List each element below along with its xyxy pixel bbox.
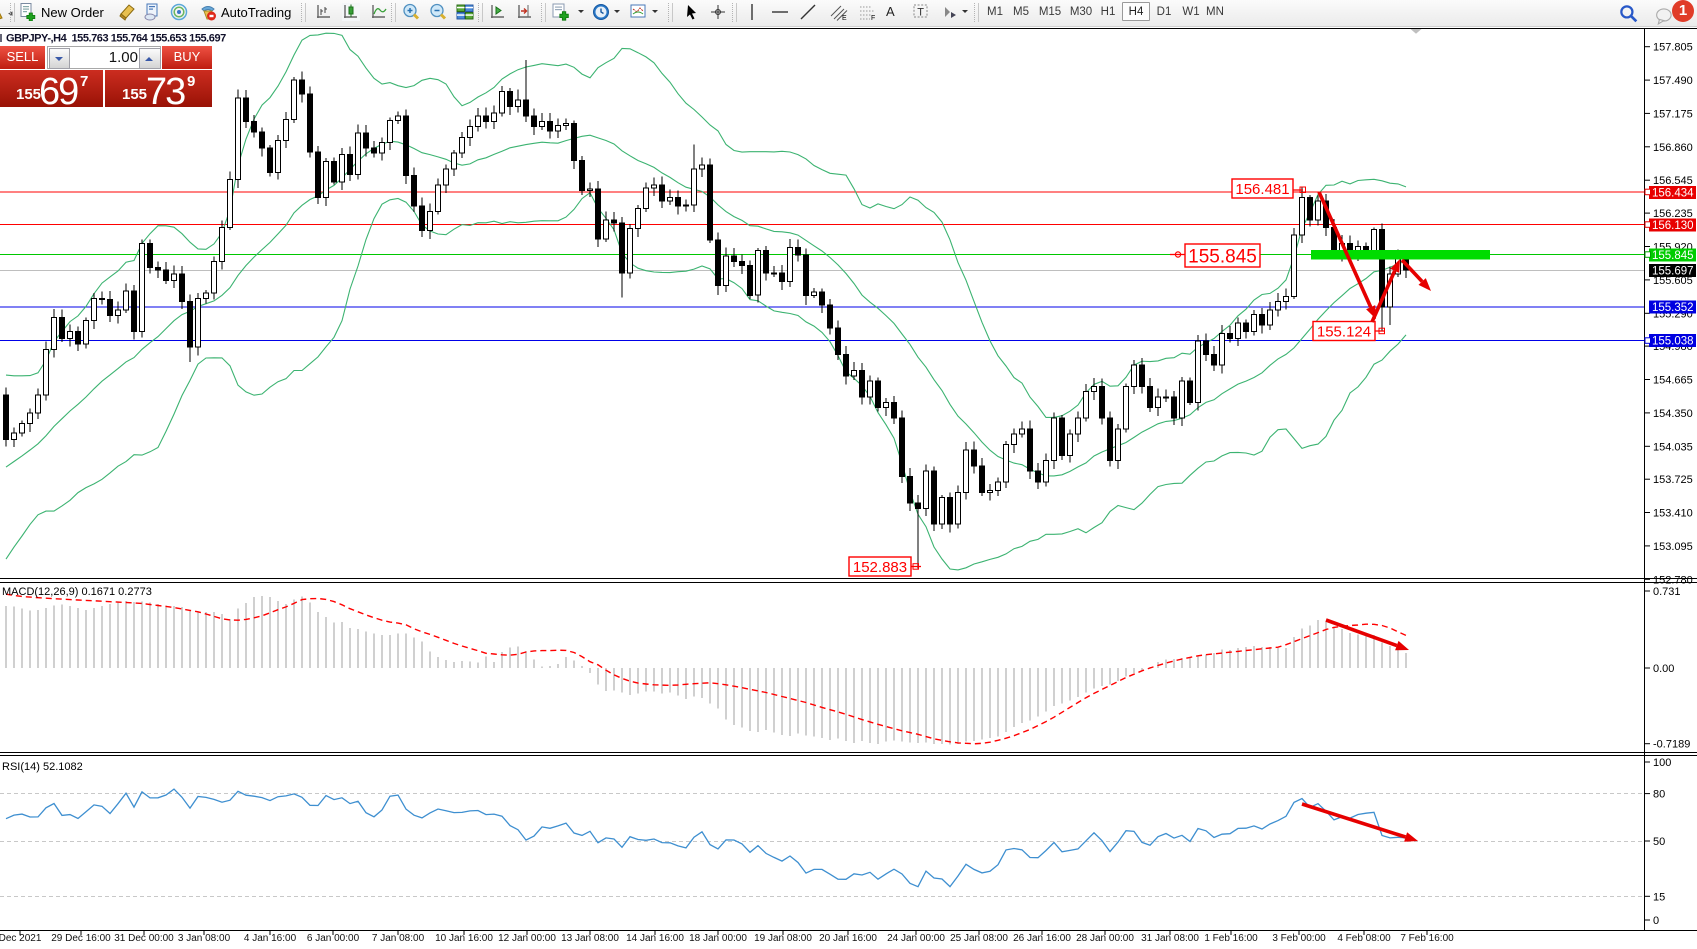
svg-text:31 Dec 00:00: 31 Dec 00:00 xyxy=(114,933,174,944)
svg-text:0.00: 0.00 xyxy=(1653,663,1674,675)
svg-text:4 Feb 08:00: 4 Feb 08:00 xyxy=(1337,933,1391,944)
svg-text:0: 0 xyxy=(1653,915,1659,927)
svg-text:156.481: 156.481 xyxy=(1235,181,1289,198)
svg-text:12 Jan 00:00: 12 Jan 00:00 xyxy=(498,933,556,944)
svg-text:31 Jan 08:00: 31 Jan 08:00 xyxy=(1141,933,1199,944)
svg-text:13 Jan 08:00: 13 Jan 08:00 xyxy=(561,933,619,944)
svg-text:6 Jan 00:00: 6 Jan 00:00 xyxy=(307,933,360,944)
svg-text:19 Jan 08:00: 19 Jan 08:00 xyxy=(754,933,812,944)
svg-text:7 Feb 16:00: 7 Feb 16:00 xyxy=(1400,933,1454,944)
svg-text:155.124: 155.124 xyxy=(1317,323,1371,340)
svg-text:100: 100 xyxy=(1653,757,1671,769)
svg-text:7 Jan 08:00: 7 Jan 08:00 xyxy=(372,933,425,944)
svg-text:50: 50 xyxy=(1653,836,1665,848)
svg-text:4 Jan 16:00: 4 Jan 16:00 xyxy=(244,933,297,944)
svg-text:20 Jan 16:00: 20 Jan 16:00 xyxy=(819,933,877,944)
svg-text:MACD(12,26,9) 0.1671 0.2773: MACD(12,26,9) 0.1671 0.2773 xyxy=(2,586,152,598)
svg-text:-0.7189: -0.7189 xyxy=(1653,739,1690,751)
svg-text:156.860: 156.860 xyxy=(1653,142,1693,154)
svg-text:18 Jan 00:00: 18 Jan 00:00 xyxy=(689,933,747,944)
svg-text:156.434: 156.434 xyxy=(1652,188,1694,200)
svg-text:152.780: 152.780 xyxy=(1653,574,1693,586)
svg-text:154.665: 154.665 xyxy=(1653,375,1693,387)
svg-text:157.175: 157.175 xyxy=(1653,108,1693,120)
svg-text:24 Jan 00:00: 24 Jan 00:00 xyxy=(887,933,945,944)
svg-text:153.410: 153.410 xyxy=(1653,508,1693,520)
svg-text:157.805: 157.805 xyxy=(1653,42,1693,54)
svg-text:3 Feb 00:00: 3 Feb 00:00 xyxy=(1272,933,1326,944)
svg-text:1 Feb 16:00: 1 Feb 16:00 xyxy=(1204,933,1258,944)
svg-text:155.845: 155.845 xyxy=(1652,250,1694,262)
svg-text:3 Jan 08:00: 3 Jan 08:00 xyxy=(178,933,231,944)
svg-text:29 Dec 16:00: 29 Dec 16:00 xyxy=(51,933,111,944)
svg-text:RSI(14) 52.1082: RSI(14) 52.1082 xyxy=(2,761,83,773)
svg-text:157.490: 157.490 xyxy=(1653,75,1693,87)
svg-text:10 Jan 16:00: 10 Jan 16:00 xyxy=(435,933,493,944)
svg-text:152.883: 152.883 xyxy=(853,559,907,576)
svg-text:28 Jan 00:00: 28 Jan 00:00 xyxy=(1076,933,1134,944)
svg-text:26 Jan 16:00: 26 Jan 16:00 xyxy=(1013,933,1071,944)
svg-text:156.235: 156.235 xyxy=(1653,208,1693,220)
svg-text:F: F xyxy=(871,15,875,21)
svg-text:14 Jan 16:00: 14 Jan 16:00 xyxy=(626,933,684,944)
svg-text:155.605: 155.605 xyxy=(1653,275,1693,287)
svg-text:154.350: 154.350 xyxy=(1653,408,1693,420)
svg-text:155.352: 155.352 xyxy=(1652,302,1694,314)
svg-text:156.130: 156.130 xyxy=(1652,220,1694,232)
svg-text:154.035: 154.035 xyxy=(1653,441,1693,453)
svg-text:0.731: 0.731 xyxy=(1653,586,1681,598)
svg-text:153.095: 153.095 xyxy=(1653,541,1693,553)
svg-text:153.725: 153.725 xyxy=(1653,474,1693,486)
svg-text:156.545: 156.545 xyxy=(1653,175,1693,187)
svg-text:15: 15 xyxy=(1653,891,1665,903)
svg-text:80: 80 xyxy=(1653,789,1665,801)
svg-text:GBPJPY-,H4 155.763 155.764 15: GBPJPY-,H4 155.763 155.764 155.653 155.6… xyxy=(6,33,226,45)
svg-text:T: T xyxy=(917,7,924,19)
svg-text:E: E xyxy=(842,15,847,21)
svg-text:25 Jan 08:00: 25 Jan 08:00 xyxy=(950,933,1008,944)
svg-text:Dec 2021: Dec 2021 xyxy=(0,933,42,944)
svg-text:155.038: 155.038 xyxy=(1652,336,1694,348)
svg-text:155.697: 155.697 xyxy=(1652,266,1694,278)
svg-text:155.845: 155.845 xyxy=(1188,246,1257,267)
